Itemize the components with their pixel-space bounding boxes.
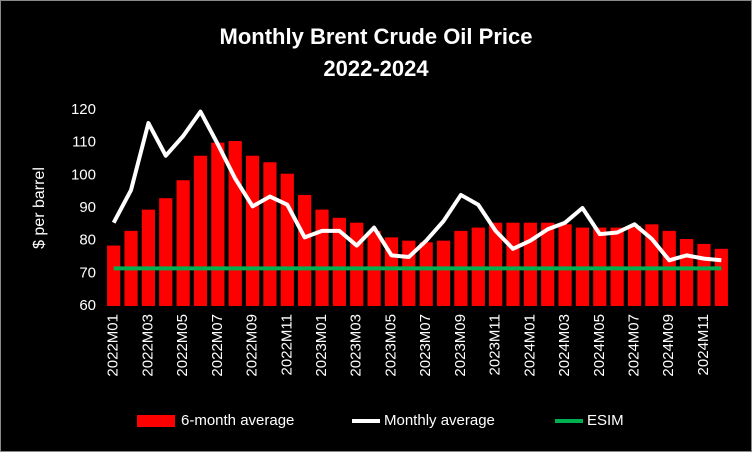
bar <box>107 245 121 306</box>
bar <box>211 142 225 306</box>
x-tick-label: 2024M03 <box>556 314 573 377</box>
bar <box>176 180 190 306</box>
y-tick-label: 120 <box>71 101 96 118</box>
bar <box>436 240 451 306</box>
x-tick-label: 2023M03 <box>348 314 365 377</box>
x-tick-label: 2022M07 <box>209 314 226 377</box>
x-tick-label: 2024M05 <box>591 314 608 377</box>
bar <box>298 194 312 306</box>
bar <box>489 222 503 306</box>
x-tick-label: 2023M07 <box>417 314 434 377</box>
bar <box>506 222 520 306</box>
y-axis-label: $ per barrel <box>31 167 48 249</box>
x-tick-label: 2022M03 <box>139 314 156 377</box>
y-tick-label: 70 <box>79 264 96 281</box>
bar <box>714 248 728 306</box>
y-tick-label: 80 <box>79 232 96 249</box>
bar <box>680 239 694 306</box>
y-tick-label: 60 <box>79 297 96 314</box>
x-tick-label: 2024M09 <box>660 314 677 377</box>
bar <box>697 243 711 306</box>
x-tick-label: 2023M11 <box>487 314 504 375</box>
bar <box>558 224 572 306</box>
chart-subtitle: 2022-2024 <box>323 56 429 81</box>
bar <box>419 242 433 306</box>
line <box>111 109 722 263</box>
y-tick-label: 110 <box>72 134 96 151</box>
bar <box>141 209 155 306</box>
y-tick-label: 100 <box>71 166 96 183</box>
x-tick-label: 2022M11 <box>278 314 295 375</box>
chart-title: Monthly Brent Crude Oil Price <box>220 24 533 49</box>
bar <box>627 225 642 306</box>
x-tick-label: 2022M05 <box>174 314 191 377</box>
bar <box>263 162 277 306</box>
y-tick-label: 90 <box>79 199 96 216</box>
bar <box>350 222 364 306</box>
bar <box>245 155 260 306</box>
x-tick-label: 2024M11 <box>695 314 712 375</box>
x-tick-label: 2022M01 <box>105 314 122 377</box>
x-tick-label: 2022M09 <box>244 314 261 377</box>
bar <box>159 198 173 306</box>
bar <box>332 217 346 306</box>
bar <box>315 209 329 306</box>
bar <box>523 222 537 306</box>
bar <box>541 222 555 306</box>
x-tick-label: 2023M01 <box>313 314 330 377</box>
legend-label: ESIM <box>587 412 624 429</box>
legend-swatch <box>137 415 175 427</box>
legend-label: Monthly average <box>384 412 495 429</box>
bar <box>280 173 294 306</box>
x-tick-label: 2024M01 <box>521 314 538 377</box>
x-tick-label: 2023M05 <box>382 314 399 377</box>
x-tick-label: 2024M07 <box>625 314 642 377</box>
legend-label: 6-month average <box>181 412 294 429</box>
x-tick-label: 2023M09 <box>452 314 469 377</box>
bar <box>193 155 208 306</box>
